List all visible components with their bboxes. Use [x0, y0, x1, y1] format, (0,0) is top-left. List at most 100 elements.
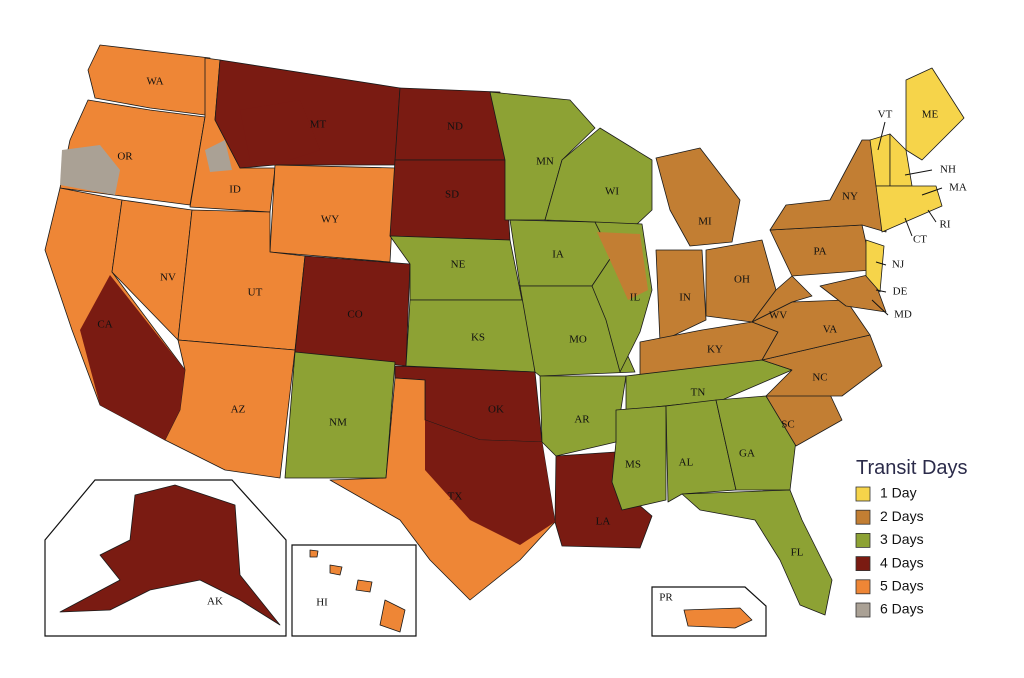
region-tx-east [425, 420, 555, 545]
state-label: FL [791, 547, 804, 559]
state-label: NY [842, 191, 858, 203]
state-label: NE [451, 259, 466, 271]
leader-line [904, 217, 913, 237]
state-label: IL [630, 292, 641, 304]
state-tn [625, 359, 793, 411]
state-label: MD [894, 309, 912, 321]
state-label: DE [893, 286, 908, 298]
state-al [665, 399, 737, 503]
state-ma-ct-ri [875, 185, 943, 233]
state-label: AR [574, 414, 590, 426]
state-pr [683, 607, 753, 629]
state-label: VA [823, 324, 838, 336]
state-label: NV [160, 272, 176, 284]
state-label: IN [679, 292, 691, 304]
state-label: ME [922, 109, 939, 121]
leader-line [877, 121, 886, 151]
leader-line [875, 261, 887, 266]
state-me [905, 67, 965, 161]
state-label: UT [248, 287, 263, 299]
legend-label: 3 Days [880, 531, 924, 547]
state-label: NM [329, 417, 347, 429]
state-in [655, 249, 707, 343]
state-label: MO [569, 334, 587, 346]
state-label: HI [316, 597, 328, 609]
state-label: MA [949, 182, 967, 194]
state-label: SC [781, 419, 794, 431]
legend-label: 2 Days [880, 508, 924, 524]
state-label: NJ [892, 259, 905, 271]
states [44, 44, 965, 616]
state-wa [87, 44, 211, 116]
state-hi-kauai [309, 549, 319, 558]
state-hi-maui [355, 579, 373, 593]
leader-line [904, 169, 933, 176]
legend-swatch [855, 556, 871, 571]
state-label: NC [812, 372, 827, 384]
state-label: ND [447, 121, 463, 133]
state-label: WV [769, 310, 787, 322]
leader-line [871, 299, 889, 316]
state-label: RI [940, 219, 951, 231]
legend-swatch [855, 602, 871, 618]
region-id-gray [205, 140, 232, 172]
state-ak [59, 484, 281, 626]
state-label: CO [347, 309, 362, 321]
region-ca-south [80, 275, 185, 440]
state-nj [865, 239, 885, 293]
state-label: MS [625, 459, 641, 471]
legend: Transit Days 1 Day 2 Days 3 Days 4 Days 5 Da… [855, 457, 968, 618]
insets [44, 479, 767, 637]
state-label: CA [97, 319, 112, 331]
state-label: ID [229, 184, 241, 196]
state-ar [539, 375, 627, 457]
state-label: KS [471, 332, 485, 344]
state-hi-oahu [329, 564, 343, 576]
legend-swatch [855, 509, 871, 525]
state-label: CT [913, 234, 927, 246]
state-label: KY [707, 344, 723, 356]
state-md-de [819, 273, 887, 313]
legend-label: 1 Day [880, 485, 917, 501]
state-label: NH [940, 164, 956, 176]
region-mt-west [240, 100, 320, 165]
leader-line [927, 209, 937, 223]
state-label: WA [146, 76, 163, 88]
state-label: OR [117, 151, 133, 163]
region-il-north [597, 232, 648, 300]
state-label: AZ [231, 404, 246, 416]
state-ga [715, 395, 797, 491]
state-label: VT [878, 109, 893, 121]
legend-label: 5 Days [880, 578, 924, 594]
legend-label: 6 Days [880, 601, 924, 617]
state-mi [655, 147, 741, 247]
legend-title: Transit Days [856, 457, 968, 479]
state-label: WI [605, 186, 619, 198]
state-label: OH [734, 274, 750, 286]
state-wv [751, 275, 813, 323]
legend-label: 4 Days [880, 554, 924, 570]
state-label: PR [659, 592, 673, 604]
state-labels: WA OR ID MT ND MN WI MI NY VT ME NH MA R… [97, 76, 967, 609]
leader-lines [871, 121, 943, 316]
state-label: OK [488, 404, 504, 416]
state-wy [269, 164, 396, 263]
state-label: IA [552, 249, 564, 261]
state-label: AL [679, 457, 694, 469]
state-hi-big [379, 599, 406, 633]
legend-swatch [855, 486, 871, 502]
state-label: MN [536, 156, 554, 168]
leader-line [921, 187, 943, 196]
state-label: LA [596, 516, 611, 528]
leader-line [875, 289, 887, 293]
state-label: GA [739, 448, 755, 460]
state-label: SD [445, 189, 459, 201]
state-az [164, 339, 296, 479]
state-label: AK [207, 596, 223, 608]
region-or-gray [60, 145, 120, 195]
state-label: MT [310, 119, 327, 131]
state-label: TN [691, 387, 706, 399]
state-label: TX [448, 491, 463, 503]
state-label: PA [813, 246, 826, 258]
